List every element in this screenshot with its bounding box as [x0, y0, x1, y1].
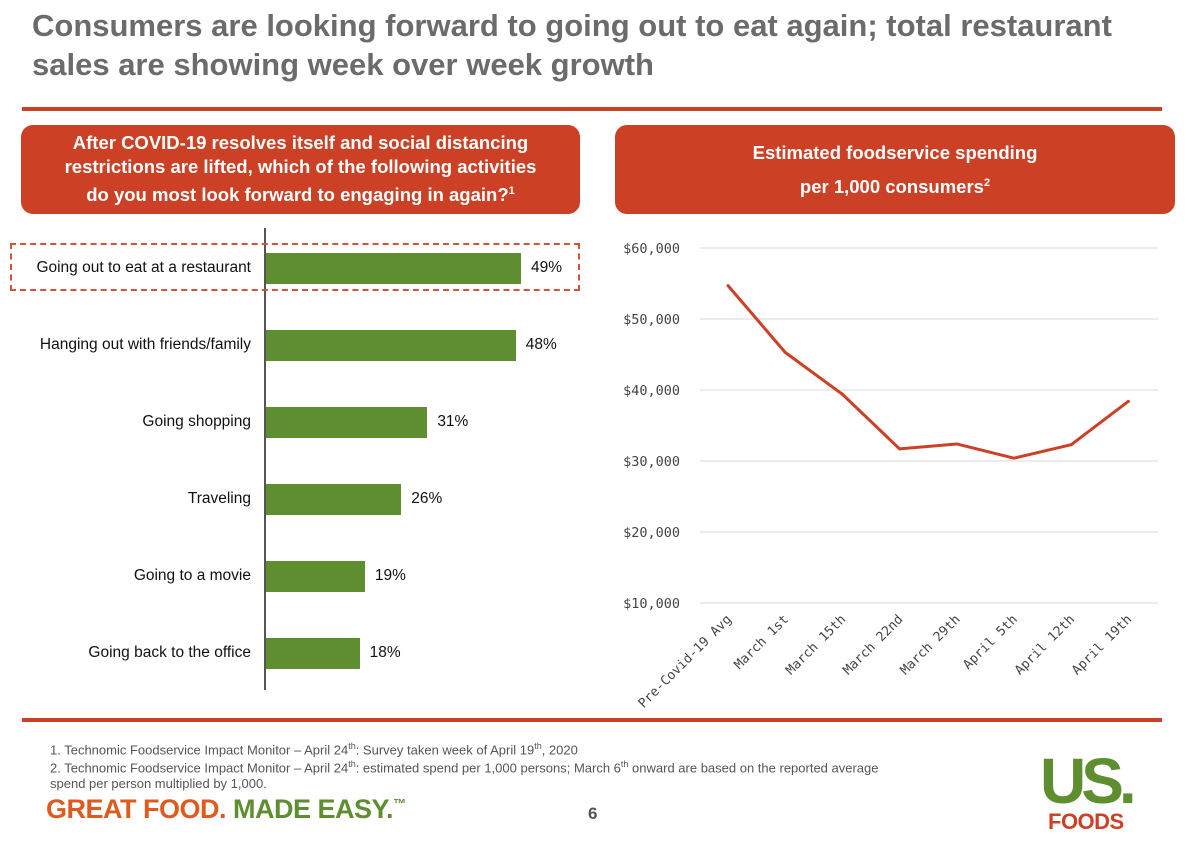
page-number: 6 [588, 804, 598, 823]
bar [266, 330, 516, 361]
bar-category-label: Traveling [187, 490, 251, 507]
spending-title-line-1: Estimated foodservice spending [752, 141, 1038, 163]
bar-value-label: 18% [369, 644, 401, 661]
logo-foods-text: FOODS [1048, 809, 1124, 834]
bar-value-label: 48% [525, 336, 557, 353]
bar [266, 561, 365, 592]
tagline-part-1: GREAT FOOD. [46, 794, 227, 824]
x-tick-label: Pre-Covid-19 Avg [636, 612, 735, 711]
tagline: GREAT FOOD. MADE EASY.™ [46, 794, 406, 825]
data-point [1126, 399, 1130, 403]
x-tick-label: March 1st [732, 612, 792, 672]
page-title: Consumers are looking forward to going o… [32, 8, 1112, 82]
spending-chart-header: Estimated foodservice spending per 1,000… [615, 125, 1175, 214]
footer-divider [22, 718, 1162, 722]
x-tick-label: April 12th [1012, 612, 1078, 678]
bar [266, 407, 428, 438]
question-line-2: restrictions are lifted, which of the fo… [64, 156, 537, 178]
y-tick-label: $60,000 [623, 241, 680, 257]
y-tick-label: $40,000 [623, 383, 680, 399]
y-tick-label: $50,000 [623, 312, 680, 328]
data-point [898, 447, 902, 451]
bar [266, 638, 360, 669]
bar-value-label: 49% [531, 259, 563, 276]
bar-category-label: Going out to eat at a restaurant [36, 259, 251, 276]
y-tick-label: $20,000 [623, 525, 680, 541]
x-tick-label: April 19th [1069, 612, 1135, 678]
us-foods-logo: US. FOODS [1040, 745, 1137, 834]
data-point [1069, 443, 1073, 447]
bar-category-label: Going to a movie [133, 567, 251, 584]
bar-value-label: 26% [411, 490, 443, 507]
spending-series-line [726, 284, 1130, 460]
bar-value-label: 19% [374, 567, 406, 584]
bar [266, 484, 402, 515]
data-point [783, 350, 787, 354]
bar-category-label: Going back to the office [88, 644, 251, 661]
x-tick-label: March 29th [898, 612, 964, 678]
bar [266, 253, 521, 284]
highlight-box [10, 243, 580, 291]
data-point [955, 442, 959, 446]
data-point [726, 284, 730, 288]
data-point [840, 392, 844, 396]
x-tick-label: March 22nd [840, 612, 906, 678]
bar-category-label: Going shopping [142, 413, 251, 430]
bar-category-label: Hanging out with friends/family [39, 336, 251, 353]
y-tick-label: $30,000 [623, 454, 680, 470]
bar-value-label: 31% [437, 413, 469, 430]
footnote-2: 2. Technomic Foodservice Impact Monitor … [50, 759, 879, 792]
tagline-part-2: MADE EASY. [233, 794, 394, 824]
question-line-1: After COVID-19 resolves itself and socia… [72, 132, 529, 154]
bar-chart-axis [264, 228, 266, 690]
survey-question-header: After COVID-19 resolves itself and socia… [21, 125, 580, 214]
question-line-3: do you most look forward to engaging in … [86, 184, 515, 206]
data-point [1012, 456, 1016, 460]
title-divider [22, 107, 1162, 111]
y-tick-label: $10,000 [623, 596, 680, 612]
footnote-1: 1. Technomic Foodservice Impact Monitor … [50, 741, 578, 758]
logo-us-text: US. [1040, 745, 1137, 817]
x-tick-label: March 15th [783, 612, 849, 678]
spending-title-line-2: per 1,000 consumers2 [799, 176, 991, 198]
tagline-trademark: ™ [393, 796, 406, 811]
x-tick-label: April 5th [960, 612, 1020, 672]
